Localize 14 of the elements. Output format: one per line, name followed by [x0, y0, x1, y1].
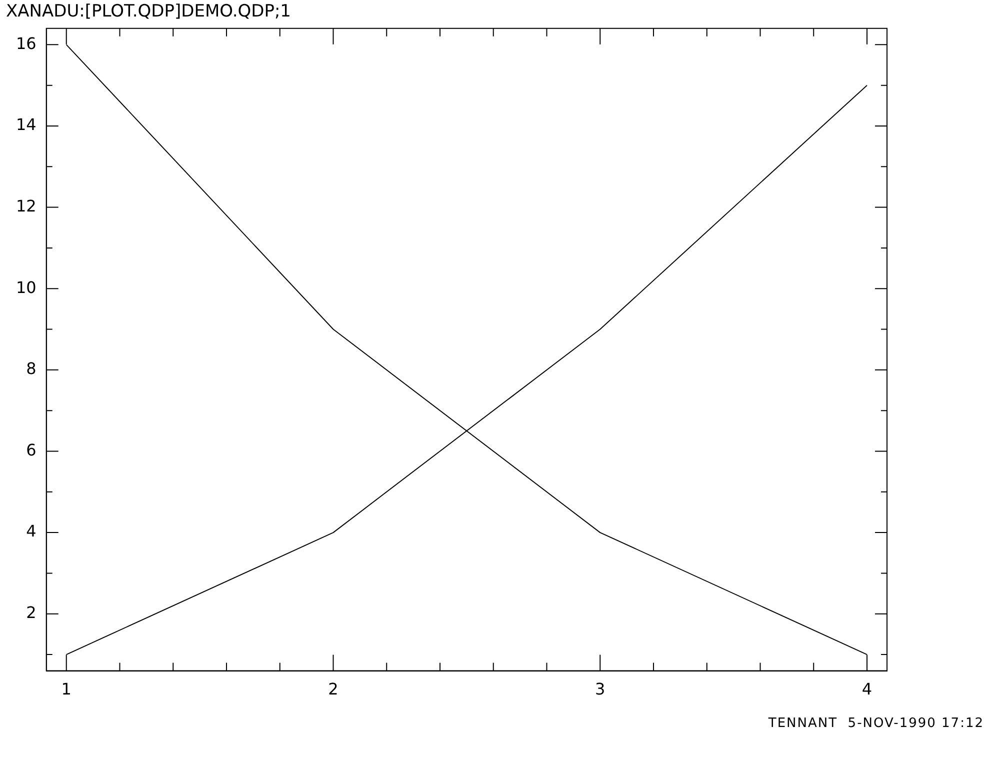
y-tick-label: 4 [26, 522, 36, 541]
y-tick-label: 14 [16, 115, 36, 134]
y-tick-label: 6 [26, 440, 36, 460]
text: TENNANT 5-NOV-1990 17:12 [768, 716, 984, 731]
chart-title: XANADU:[PLOT.QDP]DEMO.QDP;1 [6, 2, 291, 22]
x-tick-label: 3 [595, 680, 606, 699]
x-tick-label: 1 [61, 680, 72, 699]
x-tick-label: 4 [862, 680, 872, 699]
y-tick-label: 2 [26, 603, 36, 622]
x-tick-label: 2 [328, 680, 338, 699]
y-tick-label: 12 [16, 196, 36, 216]
y-tick-label: 8 [26, 359, 36, 378]
y-tick-label: 10 [16, 278, 36, 297]
y-tick-label: 16 [16, 34, 36, 53]
